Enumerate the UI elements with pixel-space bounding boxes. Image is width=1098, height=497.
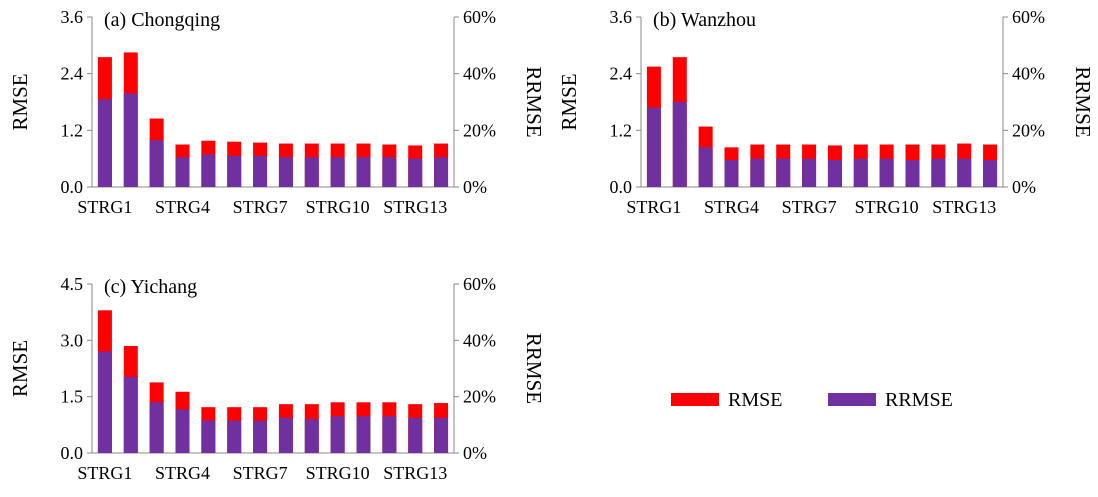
bar-rrmse	[646, 107, 661, 187]
panel-title: (c) Yichang	[104, 276, 197, 298]
y-tick-label: 3.6	[61, 7, 84, 27]
bar-rrmse	[175, 157, 190, 187]
x-tick-label: STRG4	[155, 463, 210, 483]
x-tick-label: STRG4	[704, 197, 759, 217]
y2-axis-title: RRMSE	[522, 333, 546, 404]
y-tick-label: 1.5	[61, 387, 84, 407]
bar-rrmse	[253, 155, 268, 187]
y-tick-label: 4.5	[61, 274, 84, 294]
bar-rrmse	[802, 158, 817, 187]
y-tick-label: 3.6	[610, 7, 633, 27]
bar-rrmse	[149, 140, 164, 187]
bar-rrmse	[278, 417, 293, 453]
bar-rrmse	[278, 157, 293, 187]
x-tick-label: STRG1	[626, 197, 681, 217]
bar-rrmse	[149, 402, 164, 453]
bar-rrmse	[382, 416, 397, 453]
bar-rrmse	[356, 157, 371, 187]
x-tick-label: STRG13	[932, 197, 996, 217]
bar-rrmse	[408, 158, 423, 187]
legend-swatch-rrmse	[828, 393, 876, 406]
y2-tick-label: 20%	[1012, 120, 1045, 140]
x-tick-label: STRG7	[782, 197, 837, 217]
bar-rrmse	[304, 419, 319, 453]
bar-rrmse	[434, 157, 449, 187]
y-axis-title: RMSE	[8, 73, 32, 130]
y2-tick-label: 0%	[1012, 177, 1036, 197]
bar-rrmse	[227, 420, 242, 453]
y2-tick-label: 40%	[463, 64, 496, 84]
y2-tick-label: 60%	[463, 7, 496, 27]
legend-label-rrmse: RRMSE	[885, 389, 953, 411]
y2-tick-label: 20%	[463, 387, 496, 407]
bar-rrmse	[330, 157, 345, 187]
bar-rrmse	[879, 158, 894, 187]
y-tick-label: 0.0	[61, 443, 84, 463]
legend-label-rmse: RMSE	[728, 389, 782, 411]
y2-tick-label: 20%	[463, 120, 496, 140]
bar-rrmse	[201, 154, 216, 187]
x-tick-label: STRG1	[77, 197, 132, 217]
x-tick-label: STRG4	[155, 197, 210, 217]
bar-rrmse	[931, 158, 946, 187]
bar-rrmse	[97, 351, 112, 453]
bar-rrmse	[97, 99, 112, 187]
y2-axis-title: RRMSE	[1071, 66, 1095, 137]
bar-rrmse	[853, 158, 868, 187]
bar-rrmse	[304, 157, 319, 187]
bar-rrmse	[382, 157, 397, 187]
y2-tick-label: 60%	[463, 274, 496, 294]
y2-tick-label: 40%	[463, 330, 496, 350]
y-axis-title: RMSE	[8, 340, 32, 397]
bar-rrmse	[408, 417, 423, 453]
bar-rrmse	[698, 147, 713, 187]
y2-axis-title: RRMSE	[522, 66, 546, 137]
bar-rrmse	[776, 158, 791, 187]
chart-panel-2: 0.0 1.2 2.4 3.6 0% 20% 40% 60% RMSE RRMSE (b) Wanz…	[557, 7, 1095, 217]
y2-tick-label: 0%	[463, 177, 487, 197]
y-tick-label: 1.2	[61, 120, 84, 140]
y-tick-label: 0.0	[610, 177, 633, 197]
legend-swatch-rmse	[671, 393, 719, 406]
bar-rrmse	[253, 420, 268, 453]
chart-panel-3: 0.0 1.5 3.0 4.5 0% 20% 40% 60% RMSE RRMSE (c) Yich…	[8, 274, 546, 483]
y-tick-label: 0.0	[61, 177, 84, 197]
y-axis-title: RMSE	[557, 73, 581, 130]
bar-rrmse	[672, 102, 687, 187]
bar-rrmse	[227, 155, 242, 187]
bar-rrmse	[905, 160, 920, 187]
x-tick-label: STRG10	[855, 197, 919, 217]
bar-rrmse	[201, 420, 216, 453]
x-tick-label: STRG7	[233, 197, 288, 217]
bar-rrmse	[123, 376, 138, 453]
y-tick-label: 1.2	[610, 120, 633, 140]
x-tick-label: STRG13	[383, 197, 447, 217]
legend: RMSE RRMSE	[671, 389, 953, 411]
bar-rrmse	[123, 93, 138, 187]
panel-title: (a) Chongqing	[104, 9, 220, 31]
y2-tick-label: 40%	[1012, 64, 1045, 84]
x-tick-label: STRG7	[233, 463, 288, 483]
y-tick-label: 3.0	[61, 330, 84, 350]
x-tick-label: STRG13	[383, 463, 447, 483]
bar-rrmse	[724, 160, 739, 187]
y2-tick-label: 0%	[463, 443, 487, 463]
bar-rrmse	[434, 417, 449, 453]
panel-title: (b) Wanzhou	[653, 9, 756, 31]
bar-rrmse	[827, 160, 842, 187]
y-tick-label: 2.4	[61, 64, 84, 84]
y2-tick-label: 60%	[1012, 7, 1045, 27]
y-tick-label: 2.4	[610, 64, 633, 84]
x-tick-label: STRG10	[306, 197, 370, 217]
bar-rrmse	[750, 158, 765, 187]
x-tick-label: STRG10	[306, 463, 370, 483]
x-tick-label: STRG1	[77, 463, 132, 483]
bar-rrmse	[957, 158, 972, 187]
bar-rrmse	[356, 416, 371, 453]
bar-rrmse	[983, 160, 998, 187]
bar-rrmse	[175, 409, 190, 453]
bar-rrmse	[330, 416, 345, 453]
chart-panel-1: 0.0 1.2 2.4 3.6 0% 20% 40% 60% RMSE RRMSE (a) Chon…	[8, 7, 546, 217]
